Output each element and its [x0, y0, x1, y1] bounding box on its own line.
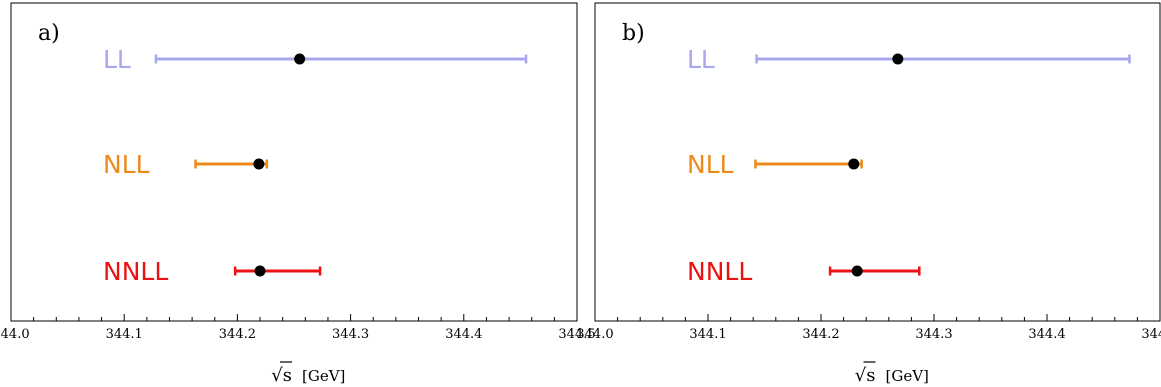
- x-tick-label: 344.0: [576, 327, 613, 342]
- series-label: NLL: [103, 150, 150, 179]
- series-ll: LL: [103, 45, 528, 74]
- x-tick-label: 344.4: [1028, 327, 1065, 342]
- panel-label: b): [622, 21, 645, 46]
- series-nnll: NNLL: [103, 257, 322, 286]
- x-tick-label: 344.1: [689, 327, 726, 342]
- x-tick-label: 344.4: [445, 327, 482, 342]
- x-axis-label-sqrt: √s: [855, 365, 876, 386]
- series-nnll: NNLL: [687, 257, 921, 286]
- data-point: [848, 158, 860, 170]
- x-tick-label: 344.5: [1141, 327, 1161, 342]
- panel-label: a): [38, 21, 60, 46]
- x-tick-label: 344.3: [332, 327, 369, 342]
- plot-frame: [594, 2, 1161, 322]
- data-point: [253, 158, 265, 170]
- x-tick-label: 344.2: [219, 327, 256, 342]
- chart-panel-1: a) 344.0 344.1 344.2 344.3 344.4 344.5 √s [GeV] L…: [0, 2, 596, 386]
- series-label: LL: [103, 45, 131, 74]
- x-tick-label: 344.2: [802, 327, 839, 342]
- x-tick-label: 344.3: [915, 327, 952, 342]
- x-axis-label-unit: [GeV]: [886, 367, 929, 385]
- x-axis-label-sqrt: √s: [271, 365, 292, 386]
- series-ll: LL: [687, 45, 1131, 74]
- x-tick-label: 344.0: [0, 327, 30, 342]
- x-tick-label: 344.5: [558, 327, 595, 342]
- data-point: [851, 265, 863, 277]
- data-point: [294, 53, 306, 65]
- series-label: NLL: [687, 150, 734, 179]
- series-label: NNLL: [103, 257, 168, 286]
- series-label: NNLL: [687, 257, 752, 286]
- chart-panel-2: b) 344.0 344.1 344.2 344.3 344.4 344.5 √s [GeV] L…: [576, 2, 1161, 386]
- plot-frame: [10, 2, 578, 322]
- series-label: LL: [687, 45, 715, 74]
- data-point: [892, 53, 904, 65]
- x-tick-label: 344.1: [106, 327, 143, 342]
- x-axis-label-unit: [GeV]: [302, 367, 345, 385]
- data-point: [254, 265, 266, 277]
- series-nll: NLL: [103, 150, 269, 179]
- series-nll: NLL: [687, 150, 863, 179]
